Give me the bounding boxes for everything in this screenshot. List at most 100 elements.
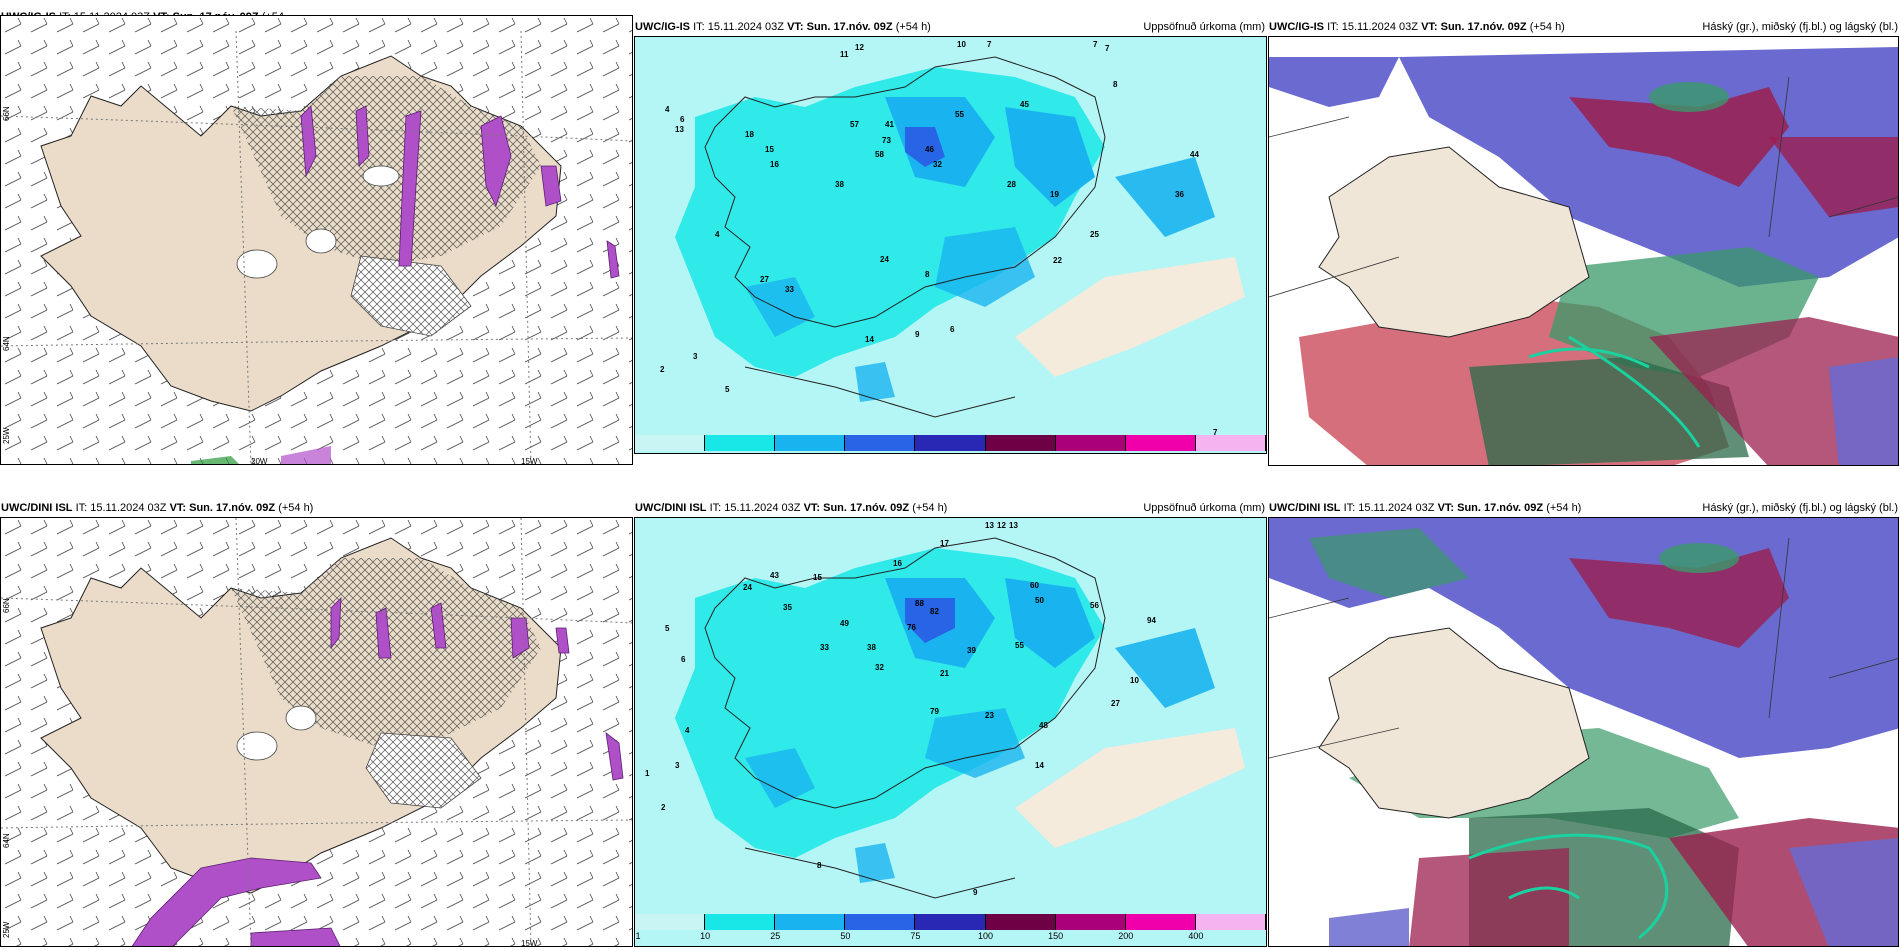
- precip-value: 8: [817, 861, 822, 870]
- model-name: UWC/IG-IS: [635, 21, 690, 33]
- colorbar-segment: [1195, 914, 1266, 930]
- colorbar-segment: [775, 435, 846, 451]
- precip-value: 33: [785, 285, 794, 294]
- precip-value: 43: [770, 571, 779, 580]
- precip-map-bottom: 13 12 13 17 16 15 24 43 35 49 33 38 88 8…: [635, 518, 1266, 946]
- precip-value: 11: [840, 50, 849, 59]
- colorbar-label: 1: [635, 452, 640, 453]
- precip-value: 3: [693, 352, 698, 361]
- colorbar-label: 200: [1118, 931, 1134, 941]
- model-name: UWC/IG-IS: [1269, 21, 1324, 33]
- precip-value: 14: [865, 335, 874, 344]
- precip-value: 4: [715, 230, 720, 239]
- lat-label-64: 64N: [2, 833, 11, 848]
- colorbar: 1 10 25 50 75 100 150 200 400: [635, 435, 1266, 453]
- panel-header: UWC/IG-IS IT: 15.11.2024 03Z VT: Sun. 17…: [635, 21, 931, 33]
- precip-value: 22: [1053, 256, 1062, 265]
- precip-value: 15: [813, 573, 822, 582]
- variable-title: Uppsöfnuð úrkoma (mm): [1143, 502, 1265, 514]
- lead-time: (+54 h): [1529, 21, 1565, 33]
- precip-value: 10: [1130, 676, 1139, 685]
- precip-value: 1: [645, 769, 650, 778]
- precip-value: 8: [1113, 80, 1118, 89]
- colorbar-segment: [775, 914, 846, 930]
- precip-value: 7: [1213, 428, 1218, 437]
- precip-value: 7: [1093, 40, 1098, 49]
- precip-value: 46: [925, 145, 934, 154]
- precip-value: 19: [1050, 190, 1059, 199]
- precip-value: 5: [665, 624, 670, 633]
- colorbar-segment: [985, 435, 1056, 451]
- precip-value: 57: [850, 120, 859, 129]
- panel-bottom-left: UWC/DINI ISL IT: 15.11.2024 03Z VT: Sun.…: [0, 480, 634, 950]
- precip-value: 79: [930, 707, 939, 716]
- precip-value: 18: [745, 130, 754, 139]
- precip-value: 58: [875, 150, 884, 159]
- map-frame: [1268, 36, 1899, 466]
- colorbar-label: 100: [978, 931, 994, 941]
- lat-label-64: 64N: [2, 336, 11, 351]
- colorbar-segment: [845, 435, 916, 451]
- precip-value: 45: [1020, 100, 1029, 109]
- colorbar-label: 100: [978, 452, 993, 453]
- colorbar-segment: [705, 914, 776, 930]
- precip-value: 49: [840, 619, 849, 628]
- panel-header: UWC/DINI ISL IT: 15.11.2024 03Z VT: Sun.…: [1, 502, 313, 514]
- lon-label-15: 15W: [521, 939, 538, 947]
- precip-map-top: 11 12 10 7 7 7 8 4 6 13 18 15 16 38 41 5…: [635, 37, 1266, 453]
- precip-value: 14: [1035, 761, 1044, 770]
- colorbar-label: 10: [700, 931, 711, 941]
- precip-value: 48: [1039, 721, 1048, 730]
- precip-value: 23: [985, 711, 994, 720]
- it-value: 15.11.2024 03Z: [724, 502, 801, 514]
- precip-value: 32: [875, 663, 884, 672]
- lead-time: (+54 h): [1546, 502, 1582, 514]
- precip-value: 5: [725, 385, 730, 394]
- lead-time: (+54 h): [895, 21, 931, 33]
- panel-top-middle: UWC/IG-IS IT: 15.11.2024 03Z VT: Sun. 17…: [634, 0, 1268, 466]
- it-label: IT:: [1327, 21, 1339, 33]
- colorbar-segment: [705, 435, 776, 451]
- precip-value: 50: [1035, 596, 1044, 605]
- wind-map: 66N 64N 25W 20W 15W: [1, 16, 632, 465]
- precip-value: 94: [1147, 616, 1156, 625]
- model-name: UWC/DINI ISL: [1269, 502, 1341, 514]
- vt-value: Sun. 17.nóv. 09Z: [1440, 21, 1527, 33]
- variable-title: Háský (gr.), miðský (fj.bl.) og lágský (…: [1702, 21, 1898, 33]
- lat-label-63: 25W: [2, 427, 11, 444]
- precip-value: 15: [765, 145, 774, 154]
- map-frame: 11 12 10 7 7 7 8 4 6 13 18 15 16 38 41 5…: [634, 36, 1267, 454]
- precip-value: 33: [820, 643, 829, 652]
- precip-value: 9: [973, 888, 978, 897]
- precip-value: 8: [925, 270, 930, 279]
- cloud-map-top: [1269, 37, 1898, 465]
- it-label: IT:: [1343, 502, 1356, 514]
- it-value: 15.11.2024 03Z: [1358, 502, 1435, 514]
- precip-value: 2: [661, 803, 666, 812]
- iceland-outline: [704, 537, 1106, 809]
- precip-value: 60: [1030, 581, 1039, 590]
- colorbar-segment: [915, 914, 986, 930]
- colorbar-label: 1: [635, 931, 641, 941]
- lead-time: (+54 h): [278, 502, 314, 514]
- vt-label: VT:: [803, 502, 821, 514]
- colorbar-label: 75: [910, 452, 920, 453]
- iceland-outline: [704, 56, 1106, 328]
- map-frame: 66N 64N 25W 15W: [0, 517, 633, 947]
- lon-label-15: 15W: [521, 457, 538, 465]
- precip-value: 13: [1009, 521, 1018, 530]
- cloud-map-bottom: [1269, 518, 1898, 946]
- panel-top-left: UWC/IG-IS IT: 15.11.2024 03Z VT: Sun. 17…: [0, 0, 634, 466]
- colorbar-label: 50: [840, 931, 851, 941]
- precip-value: 21: [940, 669, 949, 678]
- lat-label-66: 66N: [2, 106, 11, 121]
- vt-value: Sun. 17.nóv. 09Z: [823, 502, 910, 514]
- panel-header: UWC/DINI ISL IT: 15.11.2024 03Z VT: Sun.…: [635, 502, 947, 514]
- precip-value: 39: [967, 646, 976, 655]
- precip-value: 16: [893, 559, 902, 568]
- variable-title: Uppsöfnuð úrkoma (mm): [1143, 21, 1265, 33]
- lead-time: (+54 h): [912, 502, 948, 514]
- precip-value: 82: [930, 607, 939, 616]
- precip-value: 6: [681, 655, 686, 664]
- colorbar-label: 25: [770, 931, 781, 941]
